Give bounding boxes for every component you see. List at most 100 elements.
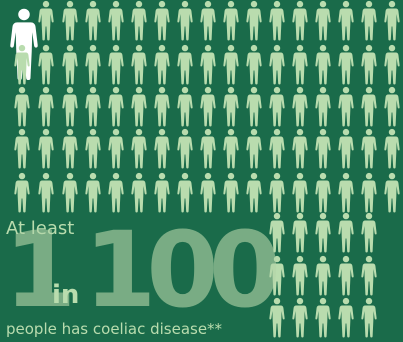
person-silhouette-icon: [200, 44, 216, 85]
person-silhouette-icon: [338, 172, 354, 213]
person-silhouette-icon: [292, 212, 308, 253]
person-silhouette-icon: [200, 128, 216, 169]
person-silhouette-icon: [62, 128, 78, 169]
person-silhouette-icon: [62, 86, 78, 127]
person-silhouette-icon: [338, 128, 354, 169]
person-silhouette-icon: [292, 0, 308, 41]
person-silhouette-icon: [361, 172, 377, 213]
person-silhouette-icon: [131, 0, 147, 41]
person-silhouette-icon: [269, 0, 285, 41]
person-silhouette-icon: [200, 86, 216, 127]
person-silhouette-icon: [38, 128, 54, 169]
person-silhouette-icon: [85, 44, 101, 85]
person-silhouette-icon: [384, 44, 400, 85]
person-silhouette-icon: [315, 128, 331, 169]
person-silhouette-icon: [315, 44, 331, 85]
person-silhouette-icon: [338, 44, 354, 85]
person-silhouette-icon: [269, 128, 285, 169]
person-silhouette-icon: [177, 172, 193, 213]
person-silhouette-icon: [62, 0, 78, 41]
person-silhouette-icon: [62, 44, 78, 85]
big-number-one: 1: [4, 209, 76, 331]
person-silhouette-icon: [269, 212, 285, 253]
person-silhouette-icon: [177, 0, 193, 41]
person-silhouette-icon: [62, 172, 78, 213]
person-silhouette-icon: [85, 128, 101, 169]
person-silhouette-icon: [108, 86, 124, 127]
person-silhouette-icon: [85, 86, 101, 127]
person-silhouette-icon: [177, 44, 193, 85]
person-silhouette-icon: [223, 0, 239, 41]
person-silhouette-icon: [154, 86, 170, 127]
person-silhouette-icon: [131, 86, 147, 127]
person-silhouette-icon: [315, 0, 331, 41]
person-silhouette-icon: [108, 172, 124, 213]
person-silhouette-icon: [269, 172, 285, 213]
person-silhouette-icon: [246, 0, 262, 41]
person-silhouette-icon: [269, 297, 285, 338]
lead-text: At least: [6, 218, 75, 239]
person-silhouette-icon: [38, 44, 54, 85]
person-silhouette-icon: [292, 255, 308, 296]
person-silhouette-icon: [131, 128, 147, 169]
person-silhouette-icon: [85, 0, 101, 41]
person-silhouette-icon: [361, 212, 377, 253]
person-silhouette-icon: [361, 297, 377, 338]
person-silhouette-icon: [269, 86, 285, 127]
person-silhouette-icon: [292, 128, 308, 169]
person-silhouette-icon: [338, 255, 354, 296]
person-silhouette-icon: [315, 172, 331, 213]
footer-text: people has coeliac disease**: [6, 320, 223, 338]
big-number-hundred: 100: [84, 209, 281, 331]
person-silhouette-icon: [223, 86, 239, 127]
person-silhouette-icon: [131, 172, 147, 213]
person-silhouette-icon: [223, 44, 239, 85]
person-silhouette-icon: [361, 0, 377, 41]
person-silhouette-icon: [154, 128, 170, 169]
person-silhouette-icon: [246, 128, 262, 169]
person-silhouette-icon: [315, 212, 331, 253]
person-silhouette-icon: [292, 44, 308, 85]
person-silhouette-icon: [200, 172, 216, 213]
person-silhouette-icon: [108, 0, 124, 41]
person-silhouette-icon: [154, 0, 170, 41]
person-silhouette-icon: [246, 172, 262, 213]
person-silhouette-icon: [292, 172, 308, 213]
person-silhouette-icon: [384, 86, 400, 127]
person-silhouette-icon: [108, 128, 124, 169]
person-silhouette-icon: [246, 44, 262, 85]
person-silhouette-icon: [315, 255, 331, 296]
person-silhouette-icon: [14, 44, 30, 85]
person-silhouette-icon: [38, 86, 54, 127]
person-silhouette-icon: [292, 86, 308, 127]
person-silhouette-icon: [131, 44, 147, 85]
person-silhouette-icon: [154, 44, 170, 85]
person-silhouette-icon: [384, 0, 400, 41]
person-silhouette-icon: [269, 44, 285, 85]
person-silhouette-icon: [177, 128, 193, 169]
person-silhouette-icon: [315, 297, 331, 338]
person-silhouette-icon: [108, 44, 124, 85]
person-silhouette-icon: [384, 172, 400, 213]
person-silhouette-icon: [154, 172, 170, 213]
person-silhouette-icon: [223, 172, 239, 213]
person-silhouette-icon: [384, 128, 400, 169]
highlighted-person-icon: [10, 8, 38, 80]
person-silhouette-icon: [14, 128, 30, 169]
person-silhouette-icon: [338, 86, 354, 127]
person-silhouette-icon: [200, 0, 216, 41]
person-silhouette-icon: [38, 172, 54, 213]
person-silhouette-icon: [14, 86, 30, 127]
big-number-in: in: [52, 280, 80, 310]
person-silhouette-icon: [223, 128, 239, 169]
person-silhouette-icon: [361, 255, 377, 296]
person-silhouette-icon: [38, 0, 54, 41]
person-silhouette-icon: [246, 86, 262, 127]
person-silhouette-icon: [338, 0, 354, 41]
person-silhouette-icon: [361, 86, 377, 127]
person-silhouette-icon: [338, 297, 354, 338]
person-silhouette-icon: [292, 297, 308, 338]
person-silhouette-icon: [338, 212, 354, 253]
person-silhouette-icon: [315, 86, 331, 127]
